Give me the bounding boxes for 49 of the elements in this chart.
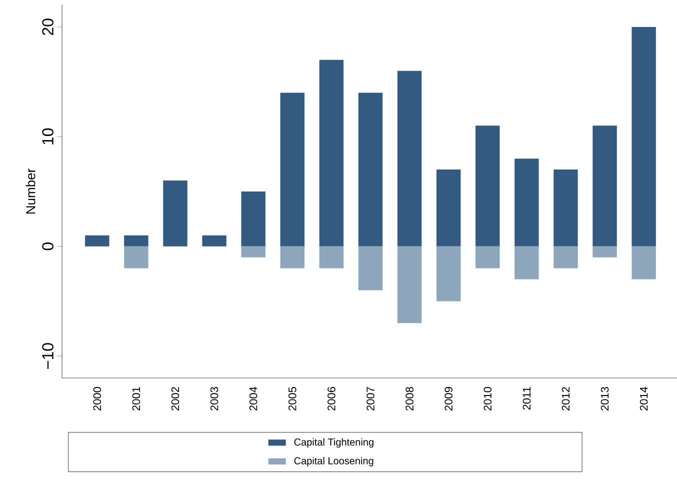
x-tick-label: 2011 (522, 387, 531, 410)
y-axis-title: Number (26, 168, 36, 214)
bar (124, 235, 148, 246)
bar (436, 170, 461, 246)
bar (280, 246, 304, 268)
x-tick-label: 2002 (171, 387, 180, 410)
bar (358, 246, 383, 290)
x-tick-label: 2003 (210, 387, 218, 410)
bar (319, 60, 344, 246)
bar (554, 170, 578, 246)
bar (163, 180, 188, 246)
bar (319, 246, 344, 268)
legend-label: Capital Loosening (294, 457, 374, 466)
x-tick-label: 2001 (132, 387, 140, 410)
bar (554, 246, 578, 268)
bar (632, 26, 656, 246)
y-tick-label: 20 (42, 18, 54, 36)
x-tick-label: 2008 (406, 387, 414, 410)
y-tick-label: −10 (42, 343, 54, 369)
bar (124, 246, 148, 268)
bar (514, 246, 539, 280)
bar (632, 246, 656, 280)
bar (592, 126, 617, 246)
bar (241, 192, 266, 246)
x-tick-label: 2004 (249, 386, 258, 410)
bar (241, 246, 266, 258)
x-tick-label: 2006 (328, 387, 336, 410)
x-tick-label: 2000 (93, 386, 102, 410)
bar (476, 126, 500, 246)
x-tick-label: 2010 (484, 386, 492, 410)
bar (514, 158, 539, 246)
x-tick-label: 2005 (288, 387, 296, 410)
x-tick-label: 2013 (600, 387, 609, 410)
bar (358, 92, 383, 246)
bar (397, 246, 422, 324)
x-tick-label: 2009 (444, 387, 452, 410)
y-tick-label: 0 (42, 242, 54, 250)
bar (436, 246, 461, 302)
bar (85, 235, 110, 246)
legend-label: Capital Tightening (294, 438, 374, 448)
bar (280, 92, 304, 246)
bar (476, 246, 500, 268)
bar (397, 70, 422, 246)
bar (592, 246, 617, 258)
y-tick-label: 10 (42, 128, 54, 144)
x-tick-label: 2014 (640, 386, 648, 410)
x-tick-label: 2007 (366, 387, 374, 410)
bar (202, 235, 226, 246)
x-tick-label: 2012 (562, 387, 570, 410)
